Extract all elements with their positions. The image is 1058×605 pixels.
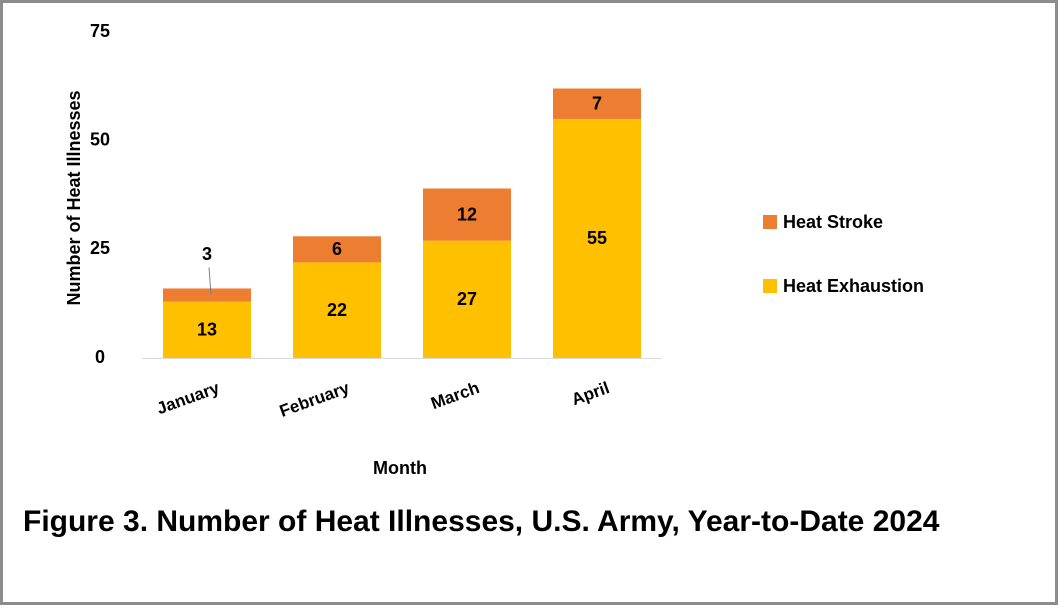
value-label: 55 (587, 228, 607, 248)
y-axis-title: Number of Heat Illnesses (64, 90, 84, 305)
y-tick-label: 75 (90, 21, 110, 41)
chart: Number of Heat Illnesses Month 0 25 50 75 Ja… (64, 21, 924, 478)
bar-segment (423, 240, 511, 358)
value-label: 12 (457, 204, 477, 224)
y-tick-label: 50 (90, 129, 110, 149)
legend-swatch (763, 215, 777, 229)
legend-swatch (763, 279, 777, 293)
bar-segment (293, 236, 381, 263)
leader-line (208, 267, 212, 296)
x-axis-title: Month (373, 458, 427, 478)
value-label: 7 (592, 93, 602, 113)
x-tick-label: January (154, 378, 222, 418)
x-tick-label: March (428, 378, 482, 413)
value-label: 6 (332, 239, 342, 259)
bar-segment (293, 262, 381, 358)
y-tick-label: 0 (95, 347, 105, 367)
figure-title: Figure 3. Number of Heat Illnesses, U.S.… (23, 505, 940, 538)
bar-segment (163, 288, 251, 302)
y-tick-label: 25 (90, 238, 110, 258)
legend-label: Heat Stroke (783, 212, 883, 232)
value-label: 27 (457, 289, 477, 309)
value-label: 22 (327, 300, 347, 320)
bar-segment (163, 301, 251, 358)
bar-segment (553, 118, 641, 358)
x-tick-label: April (569, 378, 612, 409)
bar-segment (553, 88, 641, 119)
value-label: 3 (202, 244, 212, 264)
value-label: 13 (197, 319, 217, 339)
x-tick-label: February (277, 378, 352, 421)
bar-segment (423, 188, 511, 241)
legend-label: Heat Exhaustion (783, 276, 924, 296)
